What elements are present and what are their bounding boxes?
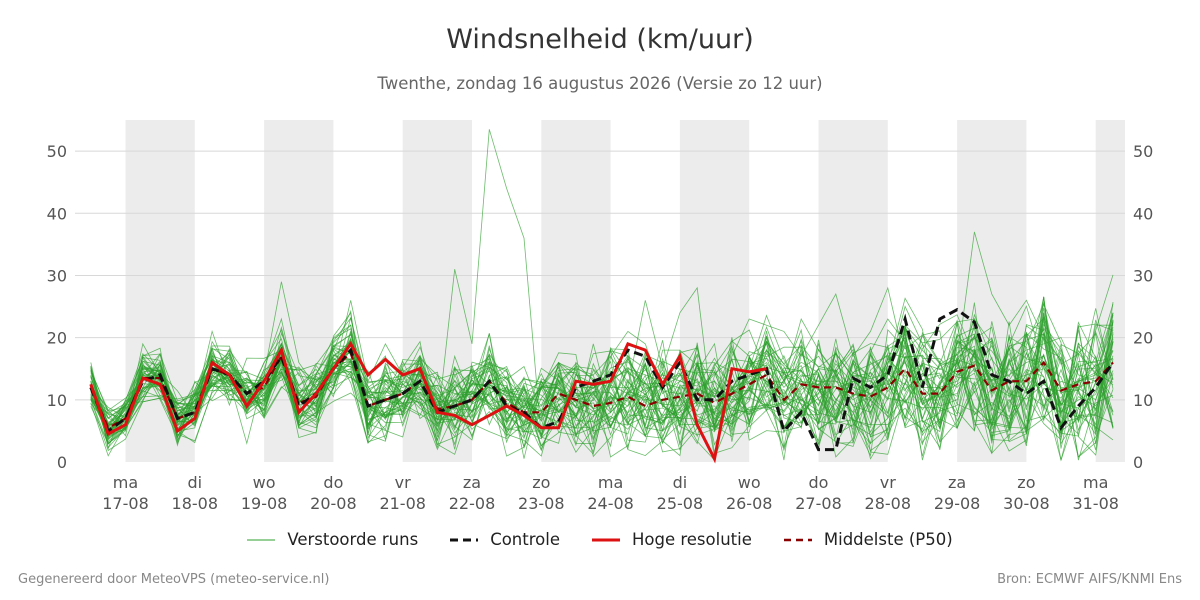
- x-tick-day: ma: [1083, 473, 1108, 492]
- footer-generated-by: Gegenereerd door MeteoVPS (meteo-service…: [18, 572, 330, 587]
- legend-item-median[interactable]: Middelste (P50): [783, 530, 953, 549]
- x-tick-day: wo: [253, 473, 276, 492]
- legend-label-highres: Hoge resolutie: [631, 530, 752, 549]
- x-tick-day: zo: [1017, 473, 1035, 492]
- x-tick-date: 28-08: [865, 494, 912, 513]
- ensemble-run-line: [90, 315, 1114, 460]
- x-tick-date: 27-08: [795, 494, 842, 513]
- x-tick-day: za: [463, 473, 481, 492]
- x-tick-day: za: [948, 473, 966, 492]
- ensemble-run-line: [90, 311, 1114, 461]
- x-tick-date: 26-08: [726, 494, 773, 513]
- x-tick-day: do: [809, 473, 829, 492]
- median-line: [89, 351, 1114, 430]
- x-tick-date: 17-08: [102, 494, 149, 513]
- ensemble-run-line: [90, 313, 1114, 459]
- x-tick-date: 25-08: [657, 494, 704, 513]
- legend-item-control[interactable]: Controle: [450, 530, 560, 549]
- y-tick-label-left: 0: [57, 453, 67, 472]
- legend: Verstoorde runs Controle Hoge resolutie …: [0, 530, 1200, 549]
- ensemble-run-line: [90, 320, 1114, 457]
- x-tick-day: wo: [738, 473, 761, 492]
- y-tick-label-left: 10: [47, 391, 67, 410]
- chart-subtitle: Twenthe, zondag 16 augustus 2026 (Versie…: [377, 74, 823, 93]
- highres-line: [89, 341, 767, 464]
- y-tick-label-right: 40: [1133, 204, 1153, 223]
- x-tick-date: 24-08: [587, 494, 634, 513]
- y-tick-label-right: 0: [1133, 453, 1143, 472]
- x-tick-date: 21-08: [379, 494, 426, 513]
- x-tick-date: 22-08: [449, 494, 496, 513]
- legend-item-perturbed[interactable]: Verstoorde runs: [247, 530, 418, 549]
- y-tick-label-left: 30: [47, 266, 67, 285]
- legend-label-control: Controle: [490, 530, 560, 549]
- x-tick-date: 20-08: [310, 494, 357, 513]
- x-tick-day: zo: [532, 473, 550, 492]
- x-tick-day: vr: [395, 473, 411, 492]
- legend-swatch-median: [783, 538, 812, 541]
- x-tick-day: ma: [598, 473, 623, 492]
- y-tick-label-right: 50: [1133, 142, 1153, 161]
- y-tick-label-left: 50: [47, 142, 67, 161]
- footer-source: Bron: ECMWF AIFS/KNMI Ens: [997, 572, 1182, 587]
- x-tick-date: 30-08: [1003, 494, 1050, 513]
- legend-swatch-control: [450, 538, 479, 541]
- chart-title: Windsnelheid (km/uur): [446, 24, 754, 55]
- ensemble-run-line: [90, 327, 1114, 440]
- x-tick-date: 31-08: [1072, 494, 1119, 513]
- y-tick-label-right: 20: [1133, 329, 1153, 348]
- ensemble-run-line: [90, 315, 1114, 441]
- ensemble-run-line: [90, 319, 1114, 430]
- x-tick-day: ma: [113, 473, 138, 492]
- y-tick-label-right: 10: [1133, 391, 1153, 410]
- y-tick-label-left: 20: [47, 329, 67, 348]
- x-tick-date: 19-08: [241, 494, 288, 513]
- x-tick-day: vr: [880, 473, 896, 492]
- ensemble-run-line: [90, 316, 1114, 447]
- legend-item-highres[interactable]: Hoge resolutie: [591, 530, 752, 549]
- legend-label-median: Middelste (P50): [823, 530, 953, 549]
- x-tick-day: di: [673, 473, 688, 492]
- legend-swatch-perturbed: [247, 539, 276, 540]
- legend-label-perturbed: Verstoorde runs: [287, 530, 419, 549]
- x-tick-day: do: [323, 473, 343, 492]
- legend-swatch-highres: [591, 538, 620, 541]
- x-tick-date: 23-08: [518, 494, 565, 513]
- x-tick-day: di: [187, 473, 202, 492]
- y-tick-label-left: 40: [47, 204, 67, 223]
- y-tick-label-right: 30: [1133, 266, 1153, 285]
- x-tick-date: 29-08: [934, 494, 981, 513]
- ensemble-run-line: [90, 325, 1114, 458]
- x-tick-date: 18-08: [172, 494, 219, 513]
